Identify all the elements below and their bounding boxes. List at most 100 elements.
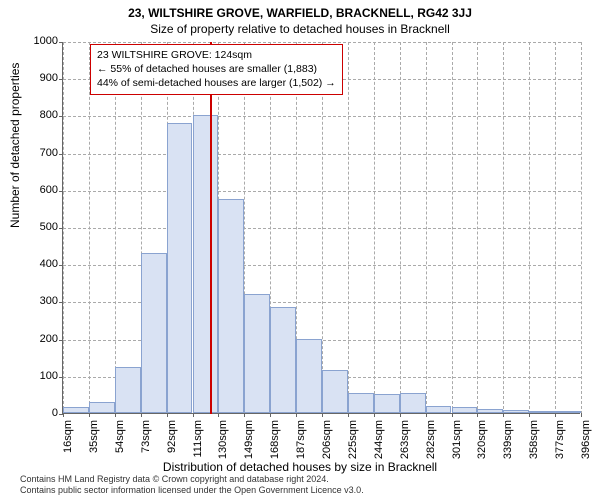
y-tick-label: 200 [8, 333, 58, 345]
x-tick [452, 413, 453, 417]
x-tick [63, 413, 64, 417]
gridline-v [374, 42, 375, 414]
x-tick [322, 413, 323, 417]
x-tick [244, 413, 245, 417]
x-tick-label: 35sqm [88, 420, 100, 460]
gridline-v [322, 42, 323, 414]
y-tick-label: 700 [8, 147, 58, 159]
chart-subtitle: Size of property relative to detached ho… [0, 22, 600, 36]
histogram-bar [374, 394, 400, 413]
histogram-bar [426, 406, 452, 413]
x-tick-label: 168sqm [269, 420, 281, 460]
y-tick-label: 1000 [8, 35, 58, 47]
histogram-bar [452, 407, 478, 413]
x-tick-label: 301sqm [451, 420, 463, 460]
y-tick-label: 400 [8, 258, 58, 270]
gridline-v [477, 42, 478, 414]
x-tick-label: 92sqm [166, 420, 178, 460]
gridline-v [89, 42, 90, 414]
x-tick-label: 73sqm [140, 420, 152, 460]
x-tick [167, 413, 168, 417]
gridline-v [555, 42, 556, 414]
y-tick-label: 100 [8, 370, 58, 382]
x-tick [89, 413, 90, 417]
x-tick-label: 244sqm [373, 420, 385, 460]
x-tick [270, 413, 271, 417]
x-tick-label: 396sqm [580, 420, 592, 460]
histogram-bar [529, 411, 555, 413]
gridline-v [503, 42, 504, 414]
chart-title: 23, WILTSHIRE GROVE, WARFIELD, BRACKNELL… [0, 6, 600, 20]
x-tick [400, 413, 401, 417]
histogram-bar [63, 407, 89, 413]
x-tick-label: 206sqm [321, 420, 333, 460]
marker-line [210, 42, 212, 414]
gridline-v [581, 42, 582, 414]
gridline-v [452, 42, 453, 414]
y-tick-label: 500 [8, 221, 58, 233]
histogram-bar [193, 115, 219, 413]
x-tick [193, 413, 194, 417]
copyright-notice: Contains HM Land Registry data © Crown c… [20, 474, 364, 496]
x-tick-label: 111sqm [192, 420, 204, 460]
histogram-bar [296, 339, 322, 413]
histogram-bar [555, 411, 581, 413]
y-tick-label: 0 [8, 407, 58, 419]
x-tick-label: 225sqm [347, 420, 359, 460]
gridline-v [426, 42, 427, 414]
histogram-bar [167, 123, 193, 413]
x-tick-label: 54sqm [114, 420, 126, 460]
histogram-bar [322, 370, 348, 413]
x-tick [141, 413, 142, 417]
x-tick [555, 413, 556, 417]
x-tick [503, 413, 504, 417]
gridline-v [529, 42, 530, 414]
histogram-bar [115, 367, 141, 414]
x-tick [348, 413, 349, 417]
x-tick [115, 413, 116, 417]
copyright-line1: Contains HM Land Registry data © Crown c… [20, 474, 364, 485]
x-tick [529, 413, 530, 417]
annotation-line3: 44% of semi-detached houses are larger (… [97, 76, 336, 90]
x-tick-label: 130sqm [217, 420, 229, 460]
gridline-v [400, 42, 401, 414]
histogram-bar [270, 307, 296, 413]
x-tick-label: 149sqm [243, 420, 255, 460]
x-tick-label: 282sqm [425, 420, 437, 460]
annotation-box: 23 WILTSHIRE GROVE: 124sqm ← 55% of deta… [90, 44, 343, 95]
annotation-line2: ← 55% of detached houses are smaller (1,… [97, 62, 336, 76]
histogram-bar [218, 199, 244, 413]
x-tick [374, 413, 375, 417]
y-axis-label: Number of detached properties [8, 63, 22, 228]
x-tick-label: 263sqm [399, 420, 411, 460]
histogram-bar [141, 253, 167, 413]
x-tick [581, 413, 582, 417]
gridline-v [63, 42, 64, 414]
histogram-bar [348, 393, 374, 413]
gridline-v [115, 42, 116, 414]
x-tick [426, 413, 427, 417]
y-tick-label: 600 [8, 184, 58, 196]
x-tick-label: 16sqm [62, 420, 74, 460]
y-tick-label: 800 [8, 109, 58, 121]
annotation-line1: 23 WILTSHIRE GROVE: 124sqm [97, 48, 336, 62]
histogram-bar [400, 393, 426, 413]
x-tick-label: 358sqm [528, 420, 540, 460]
x-tick-label: 320sqm [476, 420, 488, 460]
y-tick-label: 900 [8, 72, 58, 84]
x-tick [477, 413, 478, 417]
x-tick-label: 339sqm [502, 420, 514, 460]
x-axis-label: Distribution of detached houses by size … [0, 460, 600, 474]
x-tick [218, 413, 219, 417]
plot-area [62, 42, 580, 414]
x-tick [296, 413, 297, 417]
x-tick-label: 377sqm [554, 420, 566, 460]
x-tick-label: 187sqm [295, 420, 307, 460]
histogram-bar [477, 409, 503, 413]
y-tick-label: 300 [8, 295, 58, 307]
gridline-v [348, 42, 349, 414]
histogram-bar [503, 410, 529, 413]
histogram-bar [244, 294, 270, 413]
chart-container: 23, WILTSHIRE GROVE, WARFIELD, BRACKNELL… [0, 0, 600, 500]
histogram-bar [89, 402, 115, 413]
